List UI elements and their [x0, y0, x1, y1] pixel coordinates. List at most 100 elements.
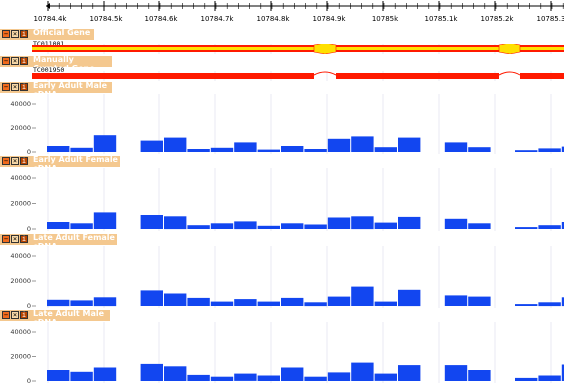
collapse-icon[interactable]: − [2, 235, 10, 243]
coordinate-ruler[interactable]: 10784.4k 10784.5k 10784.6k 10784.7k 10784.8k… [0, 0, 564, 26]
intron-line [498, 71, 521, 76]
coverage-bar [374, 222, 397, 229]
coverage-bar [93, 135, 117, 152]
close-icon[interactable]: × [11, 157, 19, 165]
track-header-coverage[interactable]: − × i Late Adult Male cDNA [0, 309, 110, 327]
y-axis-label: 0 [27, 225, 31, 231]
coverage-bar [70, 300, 93, 306]
y-axis-label: 40000 [10, 100, 31, 108]
coverage-bar [47, 146, 70, 152]
close-icon[interactable]: × [11, 311, 19, 319]
coverage-bar [304, 224, 327, 229]
coverage-plot[interactable]: 40000 20000 0 [0, 168, 564, 231]
coverage-bar [374, 301, 397, 306]
coverage-bar [93, 212, 117, 229]
coverage-bar [140, 290, 163, 306]
coverage-bar [444, 218, 468, 229]
coverage-bar [281, 367, 304, 381]
collapse-icon[interactable]: − [2, 311, 10, 319]
coverage-bar [561, 222, 564, 229]
track-header-coverage[interactable]: − × i Early Adult Female cDNA [0, 155, 120, 173]
track-title: Late Adult Female cDNA [33, 233, 115, 251]
coverage-bar [281, 146, 304, 152]
coverage-bar [47, 299, 70, 307]
coverage-bar [47, 370, 70, 381]
coverage-bar [468, 370, 491, 381]
coverage-bar [210, 147, 234, 152]
coverage-bar [351, 286, 374, 306]
y-axis-label: 20000 [10, 277, 31, 285]
coverage-bar [210, 301, 234, 306]
track-header-official-gene[interactable]: − × i Official Gene [0, 28, 94, 40]
close-icon[interactable]: × [11, 83, 19, 91]
info-icon[interactable]: i [20, 157, 28, 165]
coverage-bar [468, 223, 491, 229]
ruler-tick-label: 10784.8k [256, 15, 290, 23]
coverage-bar [468, 296, 491, 306]
track-header-coverage[interactable]: − × i Late Adult Female cDNA [0, 233, 117, 251]
coverage-bar [351, 362, 374, 381]
coverage-bar [234, 142, 257, 152]
coverage-bar [234, 299, 257, 306]
coverage-bar [398, 216, 421, 229]
coverage-bar [468, 147, 491, 152]
info-icon[interactable]: i [20, 57, 28, 65]
coverage-plot[interactable]: 40000 20000 0 [0, 322, 564, 383]
coverage-bar [304, 302, 327, 307]
coverage-bar [140, 140, 163, 152]
coverage-bar [47, 222, 70, 229]
coverage-bar [374, 147, 397, 152]
coverage-bar [398, 137, 421, 152]
coverage-bar [561, 146, 564, 152]
track-header-coverage[interactable]: − × i Early Adult Male cDNA [0, 81, 112, 99]
y-axis-label: 20000 [10, 124, 31, 132]
close-icon[interactable]: × [11, 235, 19, 243]
coverage-bar [444, 365, 468, 381]
collapse-icon[interactable]: − [2, 157, 10, 165]
info-icon[interactable]: i [20, 83, 28, 91]
coverage-bar [327, 217, 351, 229]
curated-gene-feature[interactable] [0, 71, 564, 81]
coverage-plot[interactable]: 40000 20000 0 [0, 246, 564, 308]
ruler-tick-label: 10784.4k [33, 15, 67, 23]
close-icon[interactable]: × [11, 30, 19, 38]
track-title: Early Adult Male cDNA [33, 81, 108, 99]
coverage-bar [93, 367, 117, 381]
y-axis-label: 0 [27, 302, 31, 308]
coverage-bar [374, 373, 397, 381]
close-icon[interactable]: × [11, 57, 19, 65]
coverage-bar [561, 297, 564, 307]
info-icon[interactable]: i [20, 30, 28, 38]
coverage-bar [210, 223, 234, 229]
coverage-bar [304, 376, 327, 381]
info-icon[interactable]: i [20, 235, 28, 243]
y-axis-label: 0 [27, 377, 31, 383]
collapse-icon[interactable]: − [2, 57, 10, 65]
coverage-bar [281, 223, 304, 229]
coverage-bar [561, 364, 564, 381]
track-title: Early Adult Female cDNA [33, 155, 118, 173]
coverage-bar [187, 297, 210, 306]
collapse-icon[interactable]: − [2, 83, 10, 91]
ruler-tick-label: 10784.7k [200, 15, 234, 23]
coverage-bar [538, 375, 561, 381]
track-title: Late Adult Male cDNA [33, 309, 105, 327]
coverage-plot[interactable]: 40000 20000 0 [0, 94, 564, 154]
coverage-bar [140, 363, 163, 381]
coverage-bar [351, 136, 374, 152]
coverage-bar [70, 223, 93, 229]
collapse-icon[interactable]: − [2, 30, 10, 38]
y-axis-label: 20000 [10, 353, 31, 361]
y-axis-label: 40000 [10, 252, 31, 260]
feature-label: TC011001 [33, 40, 65, 48]
coverage-bar [515, 377, 538, 381]
info-icon[interactable]: i [20, 311, 28, 319]
cds-band [32, 47, 564, 50]
coverage-bar [444, 142, 468, 152]
coverage-bar [140, 215, 163, 229]
y-axis-label: 20000 [10, 200, 31, 208]
official-gene-feature[interactable] [0, 44, 564, 54]
coverage-bar [515, 227, 538, 229]
track-title: Official Gene [33, 28, 91, 37]
track-header-curated-gene[interactable]: − × i Manually Curated Gene [0, 55, 112, 73]
